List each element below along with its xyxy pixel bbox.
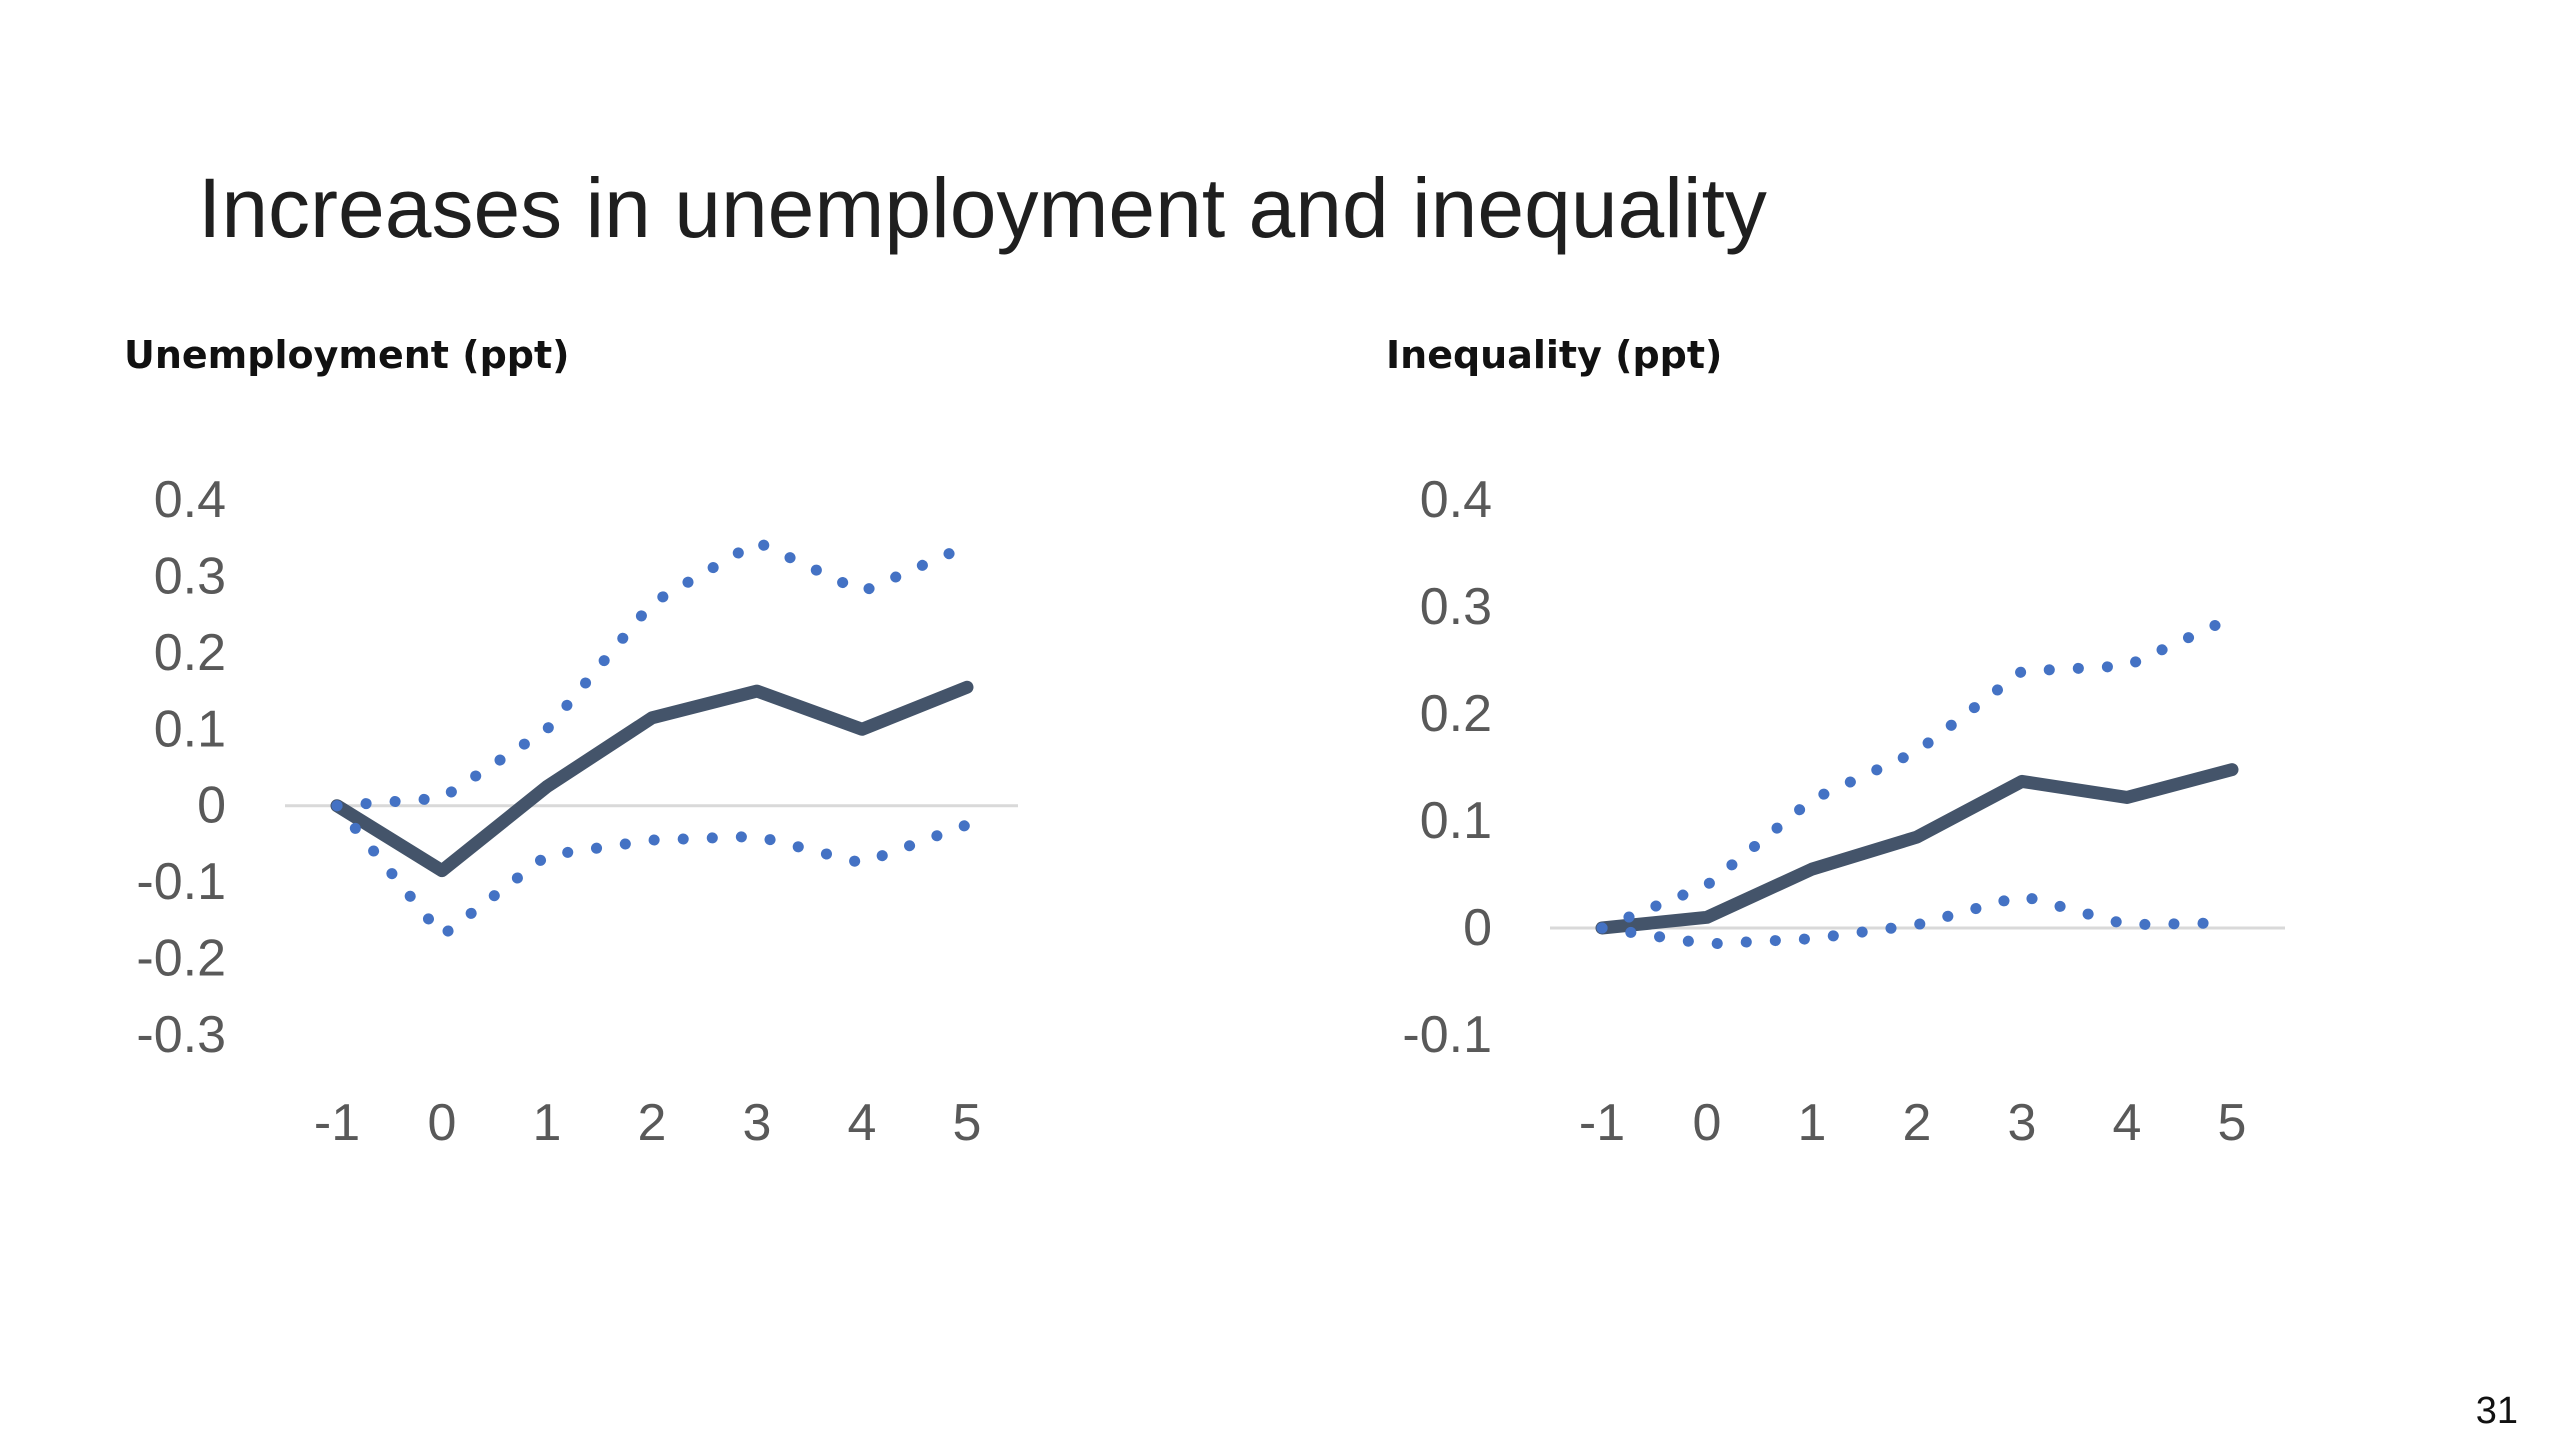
unemployment-y-tick-label: -0.1	[136, 853, 226, 911]
inequality-upper-bound-point	[1917, 751, 1918, 752]
unemployment-x-tick-label: 1	[533, 1094, 562, 1152]
inequality-upper-bound-line	[1596, 612, 2238, 934]
inequality-x-tick-label: 5	[2218, 1094, 2247, 1152]
inequality-x-tick-label: 1	[1798, 1094, 1827, 1152]
inequality-y-tick-label: 0.3	[1420, 578, 1492, 636]
unemployment-upper-bound-point	[967, 545, 968, 546]
inequality-lower-bound-point	[2022, 895, 2023, 896]
inequality-upper-bound-point	[1812, 799, 1813, 800]
unemployment-estimate-line	[330, 680, 974, 878]
unemployment-upper-bound-line	[331, 536, 973, 812]
unemployment-upper-bound-point	[442, 798, 443, 799]
unemployment-y-tick-label: 0.4	[154, 471, 226, 529]
inequality-upper-bound-point	[2127, 665, 2128, 666]
inequality-x-tick-label: 4	[2113, 1094, 2142, 1152]
unemployment-y-tick-label: -0.3	[136, 1006, 226, 1064]
inequality-y-tick-label: 0	[1463, 899, 1492, 957]
inequality-chart: 0.4 0.3 0.2 0.1 0 -0.1 -1 0 1 2 3 4 5	[1402, 471, 2285, 1152]
unemployment-x-tick-label: 0	[428, 1094, 457, 1152]
inequality-x-tick-label: 2	[1903, 1094, 1932, 1152]
unemployment-lower-bound-point	[757, 836, 758, 837]
unemployment-upper-bound-point	[757, 542, 758, 543]
unemployment-upper-bound-point	[862, 591, 863, 592]
unemployment-chart: 0.4 0.3 0.2 0.1 0 -0.1 -0.2 -0.3 -1 0 1 2 3 4 5	[136, 471, 1018, 1152]
unemployment-upper-bound-point	[652, 603, 653, 604]
unemployment-lower-bound-line	[331, 800, 973, 942]
inequality-lower-bound-point	[2232, 922, 2233, 923]
unemployment-x-tick-label: -1	[314, 1094, 360, 1152]
inequality-x-tick-label: 0	[1693, 1094, 1722, 1152]
inequality-y-tick-label: 0.4	[1420, 471, 1492, 529]
unemployment-x-tick-label: 2	[638, 1094, 667, 1152]
unemployment-lower-bound-point	[442, 935, 443, 936]
unemployment-x-tick-label: 3	[743, 1094, 772, 1152]
inequality-lower-bound-point	[1707, 944, 1708, 945]
inequality-x-tick-label: 3	[2008, 1094, 2037, 1152]
inequality-lower-bound-line	[1596, 890, 2238, 950]
inequality-lower-bound-point	[1812, 938, 1813, 939]
unemployment-lower-bound-point	[547, 855, 548, 856]
unemployment-y-tick-label: 0	[197, 777, 226, 835]
inequality-chart-title: Inequality (ppt)	[1386, 333, 1723, 377]
unemployment-x-tick-label: 5	[953, 1094, 982, 1152]
slide-title: Increases in unemployment and inequality	[198, 161, 1767, 255]
unemployment-x-tick-label: 4	[848, 1094, 877, 1152]
inequality-y-tick-label: -0.1	[1402, 1006, 1492, 1064]
unemployment-lower-bound-point	[862, 863, 863, 864]
page-number: 31	[2475, 1390, 2518, 1432]
unemployment-chart-title: Unemployment (ppt)	[124, 333, 570, 377]
inequality-y-tick-label: 0.1	[1420, 792, 1492, 850]
inequality-lower-bound-point	[2127, 924, 2128, 925]
unemployment-y-tick-label: 0.1	[154, 700, 226, 758]
inequality-x-tick-label: -1	[1579, 1094, 1625, 1152]
inequality-estimate-line	[1595, 763, 2239, 935]
unemployment-y-tick-label: 0.2	[154, 624, 226, 682]
unemployment-y-tick-label: -0.2	[136, 930, 226, 988]
inequality-upper-bound-point	[2232, 617, 2233, 618]
inequality-y-tick-label: 0.2	[1420, 685, 1492, 743]
unemployment-y-tick-label: 0.3	[154, 547, 226, 605]
